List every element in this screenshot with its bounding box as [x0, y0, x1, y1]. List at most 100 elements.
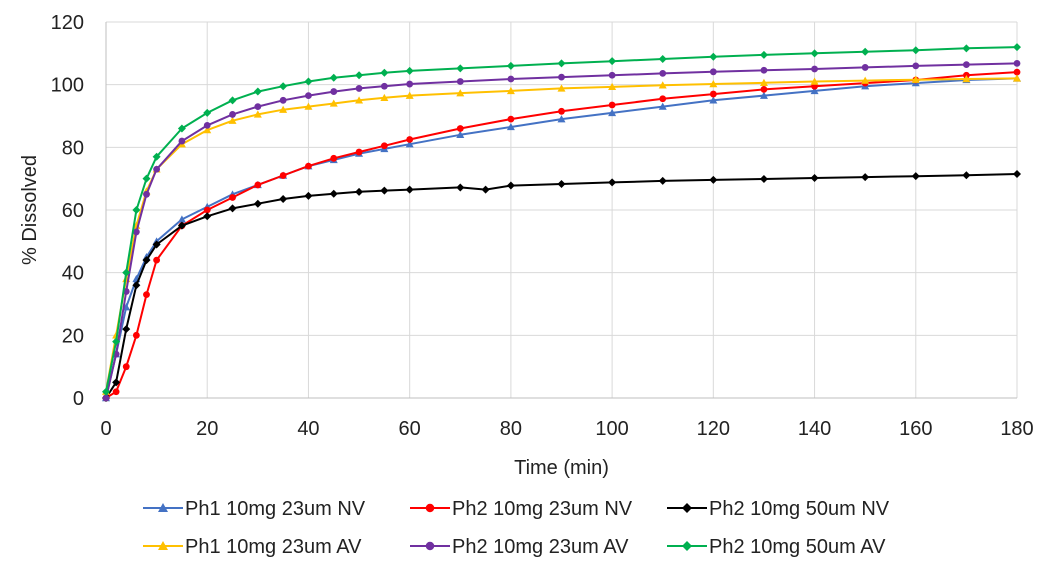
data-point — [759, 78, 768, 86]
data-point — [558, 107, 565, 115]
data-point — [1013, 74, 1021, 82]
legend-marker — [682, 541, 692, 551]
data-point — [506, 122, 515, 131]
data-point — [659, 69, 667, 77]
x-tick-label: 0 — [100, 418, 111, 440]
data-point — [177, 215, 186, 223]
data-point — [1013, 59, 1021, 67]
data-point — [102, 387, 110, 396]
series-line — [105, 77, 1018, 399]
data-point — [355, 85, 363, 92]
legend-marker — [682, 503, 692, 513]
data-point — [143, 291, 150, 298]
data-point — [380, 68, 389, 77]
data-point — [962, 61, 970, 69]
data-point — [405, 66, 414, 75]
data-point — [355, 71, 364, 80]
y-axis-title: % Dissolved — [19, 155, 41, 265]
legend-marker — [425, 541, 435, 551]
legend-item: Ph2 10mg 50um AV — [667, 536, 886, 558]
data-point — [330, 88, 338, 95]
legend-marker — [158, 503, 168, 512]
data-point — [380, 186, 389, 195]
legend-item: Ph1 10mg 23um AV — [143, 536, 362, 558]
x-axis-title: Time (min) — [514, 457, 609, 479]
data-point — [405, 140, 414, 148]
axes: 0 20 40 60 80 100 120 0 20 40 60 80 100 120 140 160 180 — [51, 12, 1034, 440]
data-point — [142, 256, 151, 265]
data-point — [759, 50, 768, 59]
data-point — [253, 87, 262, 96]
data-point — [304, 102, 313, 110]
legend-label: Ph2 10mg 23um NV — [452, 498, 633, 520]
legend-item: Ph1 10mg 23um NV — [143, 498, 366, 520]
data-point — [102, 394, 110, 402]
data-point — [911, 46, 920, 55]
y-tick-label: 120 — [51, 12, 84, 34]
series-line — [105, 173, 1018, 399]
data-point — [329, 189, 338, 198]
data-point — [658, 81, 667, 89]
y-tick-label: 40 — [62, 263, 84, 285]
data-point — [759, 174, 768, 183]
data-point — [153, 256, 161, 264]
data-point — [228, 96, 237, 105]
data-point — [810, 49, 819, 58]
data-point — [861, 76, 870, 84]
data-point — [152, 152, 161, 161]
x-tick-label: 20 — [196, 418, 218, 440]
x-tick-label: 100 — [595, 418, 628, 440]
data-point — [112, 378, 121, 387]
legend-item: Ph2 10mg 50um NV — [667, 498, 890, 520]
data-point — [178, 137, 186, 145]
data-point — [132, 228, 140, 236]
series-1 — [102, 74, 1021, 402]
series-line — [105, 62, 1018, 399]
data-point — [355, 96, 364, 104]
data-point — [122, 363, 130, 371]
data-point — [203, 108, 212, 117]
series-layer — [102, 43, 1021, 402]
data-point — [557, 115, 566, 123]
data-point — [506, 181, 515, 190]
data-point — [228, 204, 237, 213]
data-point — [861, 47, 870, 56]
y-tick-label: 20 — [62, 325, 84, 347]
data-point — [253, 110, 262, 118]
data-point — [557, 59, 566, 68]
data-point — [558, 73, 565, 81]
data-point — [305, 92, 312, 100]
data-point — [962, 171, 971, 180]
series-5 — [102, 59, 1021, 402]
data-point — [228, 116, 237, 124]
y-tick-label: 60 — [62, 200, 84, 222]
data-point — [811, 65, 818, 73]
data-point — [912, 62, 920, 70]
data-point — [305, 162, 312, 170]
data-point — [122, 325, 131, 334]
series-line — [105, 77, 1018, 392]
y-tick-label: 100 — [51, 75, 84, 97]
data-point — [279, 172, 287, 179]
data-point — [112, 388, 120, 396]
x-tick-label: 180 — [1000, 418, 1033, 440]
data-point — [1013, 68, 1021, 76]
data-point — [1013, 169, 1021, 178]
data-point — [177, 221, 186, 230]
data-point — [203, 206, 211, 214]
data-point — [1013, 43, 1021, 52]
data-point — [709, 80, 718, 88]
x-tick-label: 120 — [697, 418, 730, 440]
data-point — [709, 52, 718, 61]
data-point — [329, 99, 338, 107]
data-point — [229, 194, 236, 201]
data-point — [112, 337, 121, 346]
data-point — [456, 64, 465, 73]
legend-label: Ph1 10mg 23um NV — [185, 498, 366, 520]
data-point — [406, 136, 414, 143]
data-point — [658, 54, 667, 63]
data-point — [507, 75, 515, 83]
data-point — [254, 103, 262, 110]
data-point — [132, 331, 140, 339]
